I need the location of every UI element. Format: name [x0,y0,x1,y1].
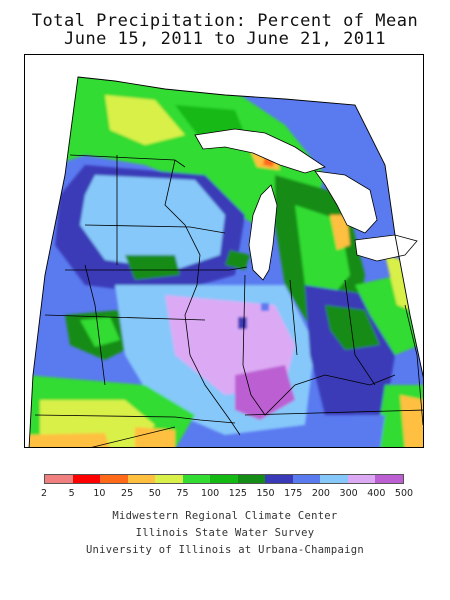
precipitation-map [24,54,424,448]
state-boundaries [34,154,423,447]
legend-tick-label: 50 [148,488,161,499]
legend-swatch [45,475,73,483]
legend-swatch [100,475,128,483]
map-title: Total Precipitation: Percent of Mean [31,11,419,31]
credit-line-3: University of Illinois at Urbana-Champai… [85,544,365,556]
legend-swatch [347,475,376,483]
color-legend [44,474,404,484]
legend-tick-label: 150 [256,488,275,499]
legend-tick-label: 200 [311,488,330,499]
legend-swatch [237,475,266,483]
legend-tick-label: 5 [68,488,75,499]
map-date-range: June 15, 2011 to June 21, 2011 [63,29,387,49]
legend-tick-label: 2 [40,488,48,499]
legend-swatch [265,475,293,483]
credit-line-1: Midwestern Regional Climate Center [112,510,338,522]
legend-swatch [182,475,211,483]
legend-swatch [375,475,403,483]
legend-swatch [72,475,101,483]
legend-tick-label: 400 [367,488,386,499]
legend-swatch [127,475,156,483]
legend-tick-label: 25 [121,488,134,499]
legend-swatch [155,475,183,483]
legend-tick-label: 75 [176,488,189,499]
legend-tick-label: 175 [284,488,303,499]
legend-tick-label: 100 [201,488,220,499]
legend-swatch [292,475,321,483]
legend-tick-label: 300 [339,488,358,499]
great-lakes [194,128,418,281]
legend-tick-label: 125 [228,488,247,499]
legend-labels: 2 5 10 25 50 75 100 125 150 175 200 300 … [40,488,413,500]
legend-tick-label: 10 [93,488,106,499]
legend-swatch [320,475,348,483]
legend-swatch [210,475,238,483]
legend-tick-label: 500 [394,488,414,499]
credit-line-2: Illinois State Water Survey [135,527,315,539]
